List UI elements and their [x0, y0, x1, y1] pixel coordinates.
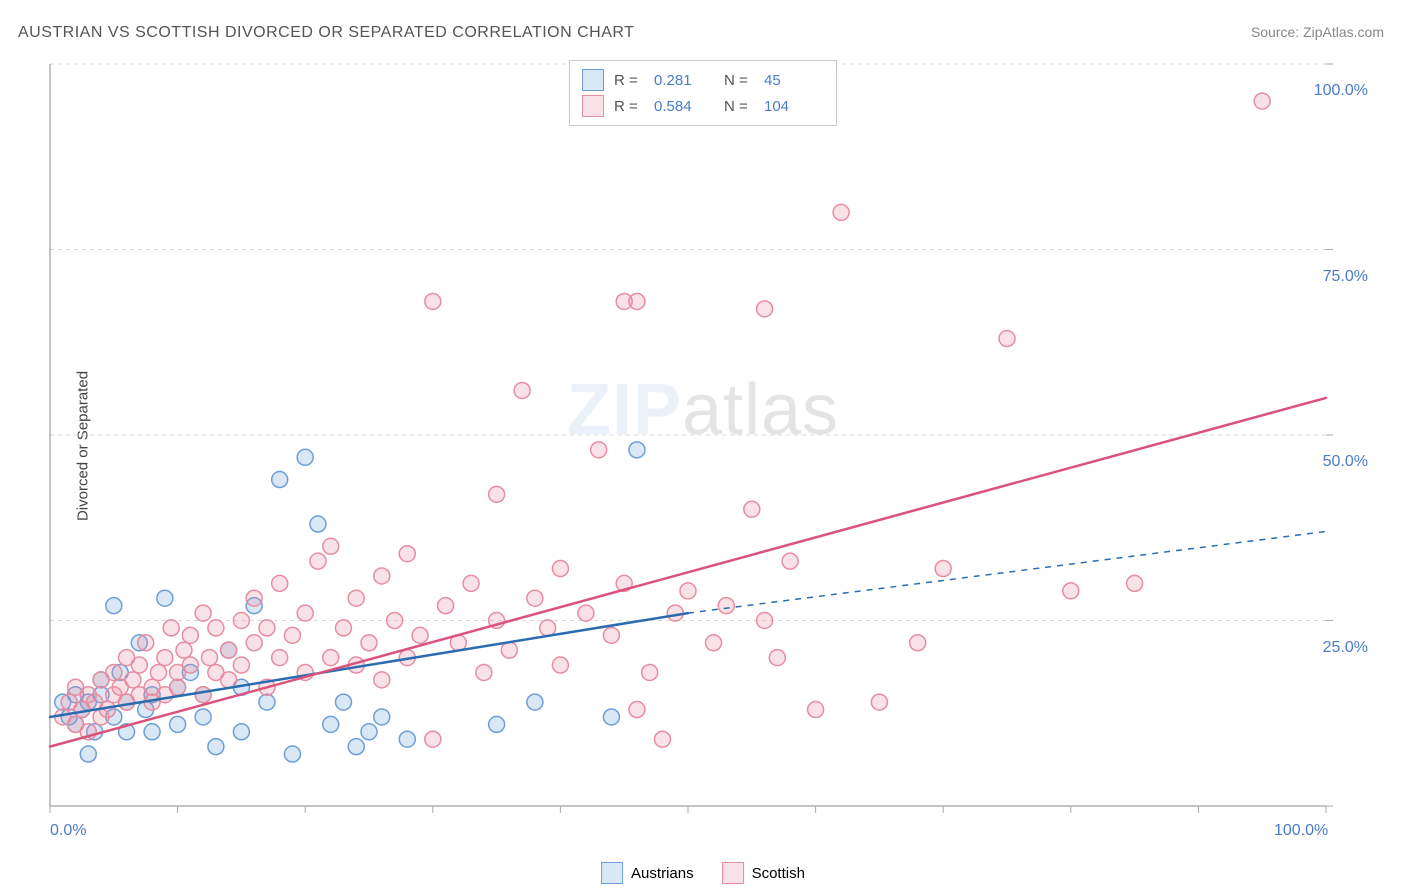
legend-R-label: R =: [614, 72, 644, 89]
source-label: Source:: [1251, 24, 1303, 40]
legend-swatch: [722, 862, 744, 884]
legend-series: Austrians Scottish: [601, 862, 805, 884]
scatter-plot-svg: [46, 56, 1386, 846]
legend-N-label: N =: [724, 72, 754, 89]
legend-series-label: Austrians: [631, 865, 694, 882]
plot-area: 25.0% 50.0% 75.0% 100.0% 0.0% 100.0%: [46, 56, 1386, 846]
legend-N-value: 45: [764, 72, 824, 89]
legend-series-item: Austrians: [601, 862, 694, 884]
legend-N-label: N =: [724, 98, 754, 115]
legend-stats-row: R = 0.584 N = 104: [582, 93, 824, 119]
y-tick-label: 25.0%: [1323, 639, 1368, 657]
x-tick-label: 0.0%: [50, 822, 86, 840]
legend-R-label: R =: [614, 98, 644, 115]
legend-stats: R = 0.281 N = 45 R = 0.584 N = 104: [569, 60, 837, 126]
source-name: ZipAtlas.com: [1303, 24, 1384, 40]
legend-R-value: 0.584: [654, 98, 714, 115]
legend-series-label: Scottish: [752, 865, 805, 882]
y-tick-label: 100.0%: [1314, 82, 1368, 100]
y-tick-label: 75.0%: [1323, 268, 1368, 286]
x-tick-label: 100.0%: [1274, 822, 1328, 840]
legend-swatch: [582, 69, 604, 91]
legend-swatch: [601, 862, 623, 884]
legend-N-value: 104: [764, 98, 824, 115]
legend-R-value: 0.281: [654, 72, 714, 89]
y-tick-label: 50.0%: [1323, 453, 1368, 471]
source-credit: Source: ZipAtlas.com: [1251, 24, 1384, 40]
legend-series-item: Scottish: [722, 862, 805, 884]
chart-title: AUSTRIAN VS SCOTTISH DIVORCED OR SEPARAT…: [18, 24, 634, 42]
legend-stats-row: R = 0.281 N = 45: [582, 67, 824, 93]
legend-swatch: [582, 95, 604, 117]
